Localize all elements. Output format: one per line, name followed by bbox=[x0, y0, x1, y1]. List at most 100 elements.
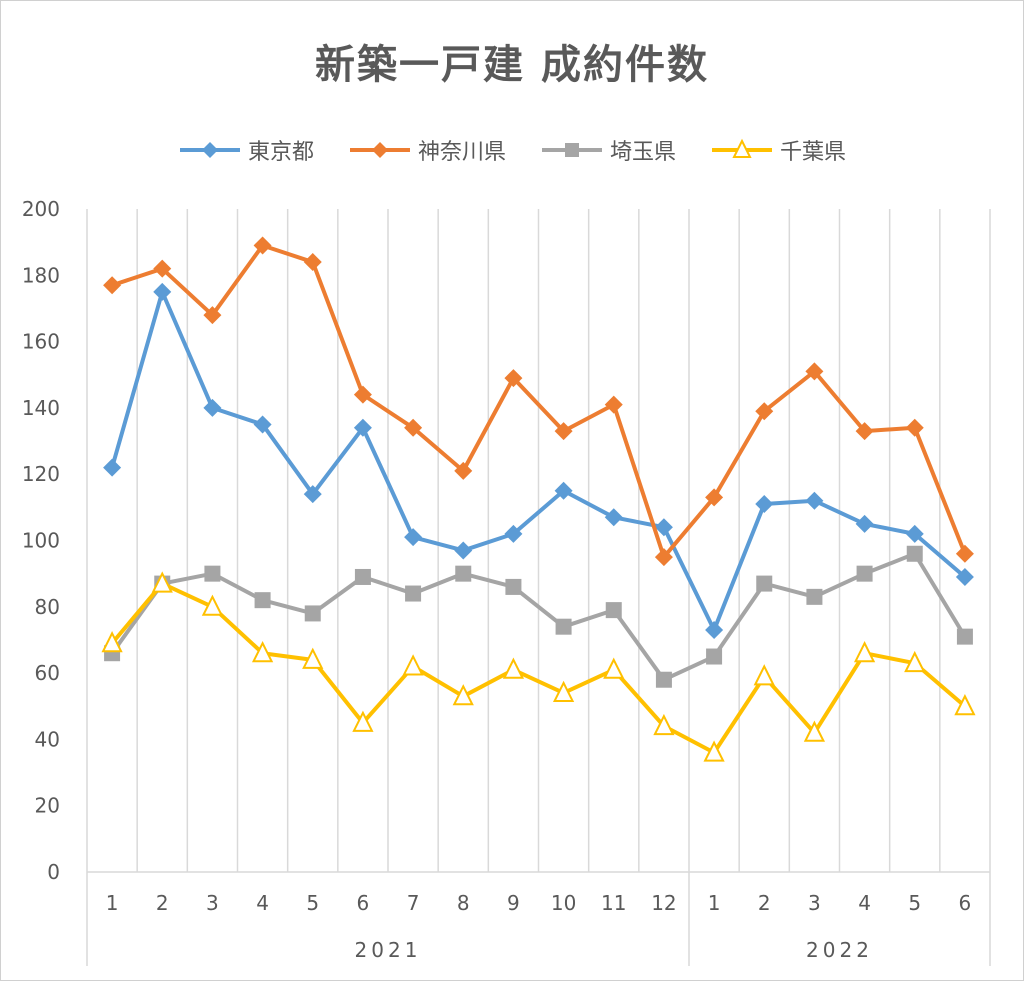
data-point bbox=[405, 585, 422, 602]
data-point bbox=[203, 306, 222, 325]
data-point bbox=[706, 648, 723, 665]
data-point bbox=[404, 418, 423, 437]
x-tick-label: 4 bbox=[256, 891, 269, 915]
data-point bbox=[153, 282, 172, 301]
x-tick-label: 2 bbox=[758, 891, 771, 915]
data-point bbox=[454, 461, 473, 480]
data-point bbox=[654, 518, 673, 537]
data-point bbox=[703, 740, 725, 762]
x-group-label: 2021 bbox=[355, 938, 422, 962]
legend-swatch bbox=[179, 142, 240, 158]
data-point bbox=[254, 592, 271, 609]
data-point bbox=[103, 458, 122, 477]
x-tick-label: 6 bbox=[357, 891, 370, 915]
legend-marker bbox=[201, 142, 218, 158]
data-point bbox=[304, 605, 321, 622]
data-point bbox=[805, 362, 824, 381]
data-point bbox=[502, 657, 525, 679]
legend-label: 神奈川県 bbox=[417, 140, 506, 165]
data-point bbox=[755, 495, 774, 514]
legend-label: 千葉県 bbox=[780, 140, 847, 165]
x-group-label: 2022 bbox=[806, 938, 873, 962]
x-tick-label: 10 bbox=[551, 891, 576, 915]
data-point bbox=[904, 650, 926, 673]
series-0 bbox=[103, 282, 974, 640]
data-point bbox=[554, 422, 573, 441]
data-point bbox=[452, 684, 474, 706]
data-point bbox=[251, 640, 274, 663]
data-point bbox=[353, 385, 372, 404]
series-3 bbox=[101, 571, 976, 762]
data-point bbox=[201, 594, 224, 616]
data-point bbox=[803, 720, 826, 742]
data-point bbox=[203, 398, 222, 417]
legend-swatch bbox=[349, 142, 410, 158]
data-point bbox=[303, 253, 322, 272]
data-point bbox=[655, 671, 672, 688]
series-1 bbox=[103, 236, 974, 567]
data-point bbox=[504, 524, 523, 543]
y-tick-label: 160 bbox=[22, 330, 60, 354]
series-line bbox=[110, 581, 967, 755]
y-tick-label: 200 bbox=[22, 197, 60, 221]
data-point bbox=[151, 571, 173, 593]
legend-entry: 千葉県 bbox=[710, 134, 846, 166]
data-point bbox=[404, 528, 423, 547]
data-point bbox=[853, 640, 876, 663]
data-point bbox=[805, 491, 824, 510]
data-point bbox=[604, 395, 623, 414]
data-point bbox=[552, 680, 575, 702]
data-point bbox=[604, 508, 623, 527]
legend-swatch bbox=[712, 138, 773, 158]
data-point bbox=[705, 621, 724, 640]
data-point bbox=[654, 548, 673, 567]
series-2 bbox=[104, 545, 973, 688]
x-tick-label: 4 bbox=[858, 891, 871, 915]
x-tick-label: 3 bbox=[808, 891, 821, 915]
data-point bbox=[955, 544, 974, 563]
legend: 東京都 神奈川県 埼玉県 千葉県 bbox=[0, 132, 1024, 168]
data-point bbox=[753, 664, 775, 686]
legend-label: 埼玉県 bbox=[610, 140, 677, 165]
x-tick-label: 7 bbox=[407, 891, 420, 915]
x-tick-label: 5 bbox=[908, 891, 921, 915]
legend-entry: 埼玉県 bbox=[540, 134, 676, 166]
data-point bbox=[855, 422, 874, 441]
data-point bbox=[303, 485, 322, 504]
series-line bbox=[110, 551, 967, 682]
x-tick-label: 6 bbox=[959, 891, 972, 915]
legend-swatch bbox=[542, 143, 602, 157]
y-tick-label: 60 bbox=[35, 661, 60, 685]
data-point bbox=[204, 565, 221, 582]
data-point bbox=[454, 541, 473, 560]
data-point bbox=[806, 588, 823, 605]
data-point bbox=[253, 236, 272, 255]
x-tick-label: 5 bbox=[306, 891, 319, 915]
legend-entry: 神奈川県 bbox=[348, 134, 506, 166]
data-point bbox=[855, 514, 874, 533]
y-tick-label: 100 bbox=[22, 529, 60, 553]
data-point bbox=[653, 713, 675, 736]
y-tick-label: 120 bbox=[22, 462, 60, 486]
legend-marker bbox=[732, 138, 752, 158]
legend-entry: 東京都 bbox=[178, 134, 314, 166]
data-point bbox=[302, 647, 324, 669]
data-point bbox=[505, 578, 522, 595]
x-tick-label: 2 bbox=[156, 891, 169, 915]
data-point bbox=[103, 276, 122, 295]
data-point bbox=[906, 545, 923, 562]
y-tick-label: 0 bbox=[47, 860, 60, 884]
y-tick-label: 40 bbox=[35, 727, 60, 751]
x-tick-label: 11 bbox=[601, 891, 626, 915]
y-tick-label: 20 bbox=[35, 794, 60, 818]
data-point bbox=[402, 654, 424, 676]
series-line bbox=[111, 243, 967, 560]
data-point bbox=[354, 568, 371, 585]
data-point bbox=[954, 694, 976, 716]
data-point bbox=[603, 657, 625, 679]
data-point bbox=[101, 631, 123, 653]
x-tick-label: 12 bbox=[651, 891, 676, 915]
data-point bbox=[905, 524, 924, 543]
